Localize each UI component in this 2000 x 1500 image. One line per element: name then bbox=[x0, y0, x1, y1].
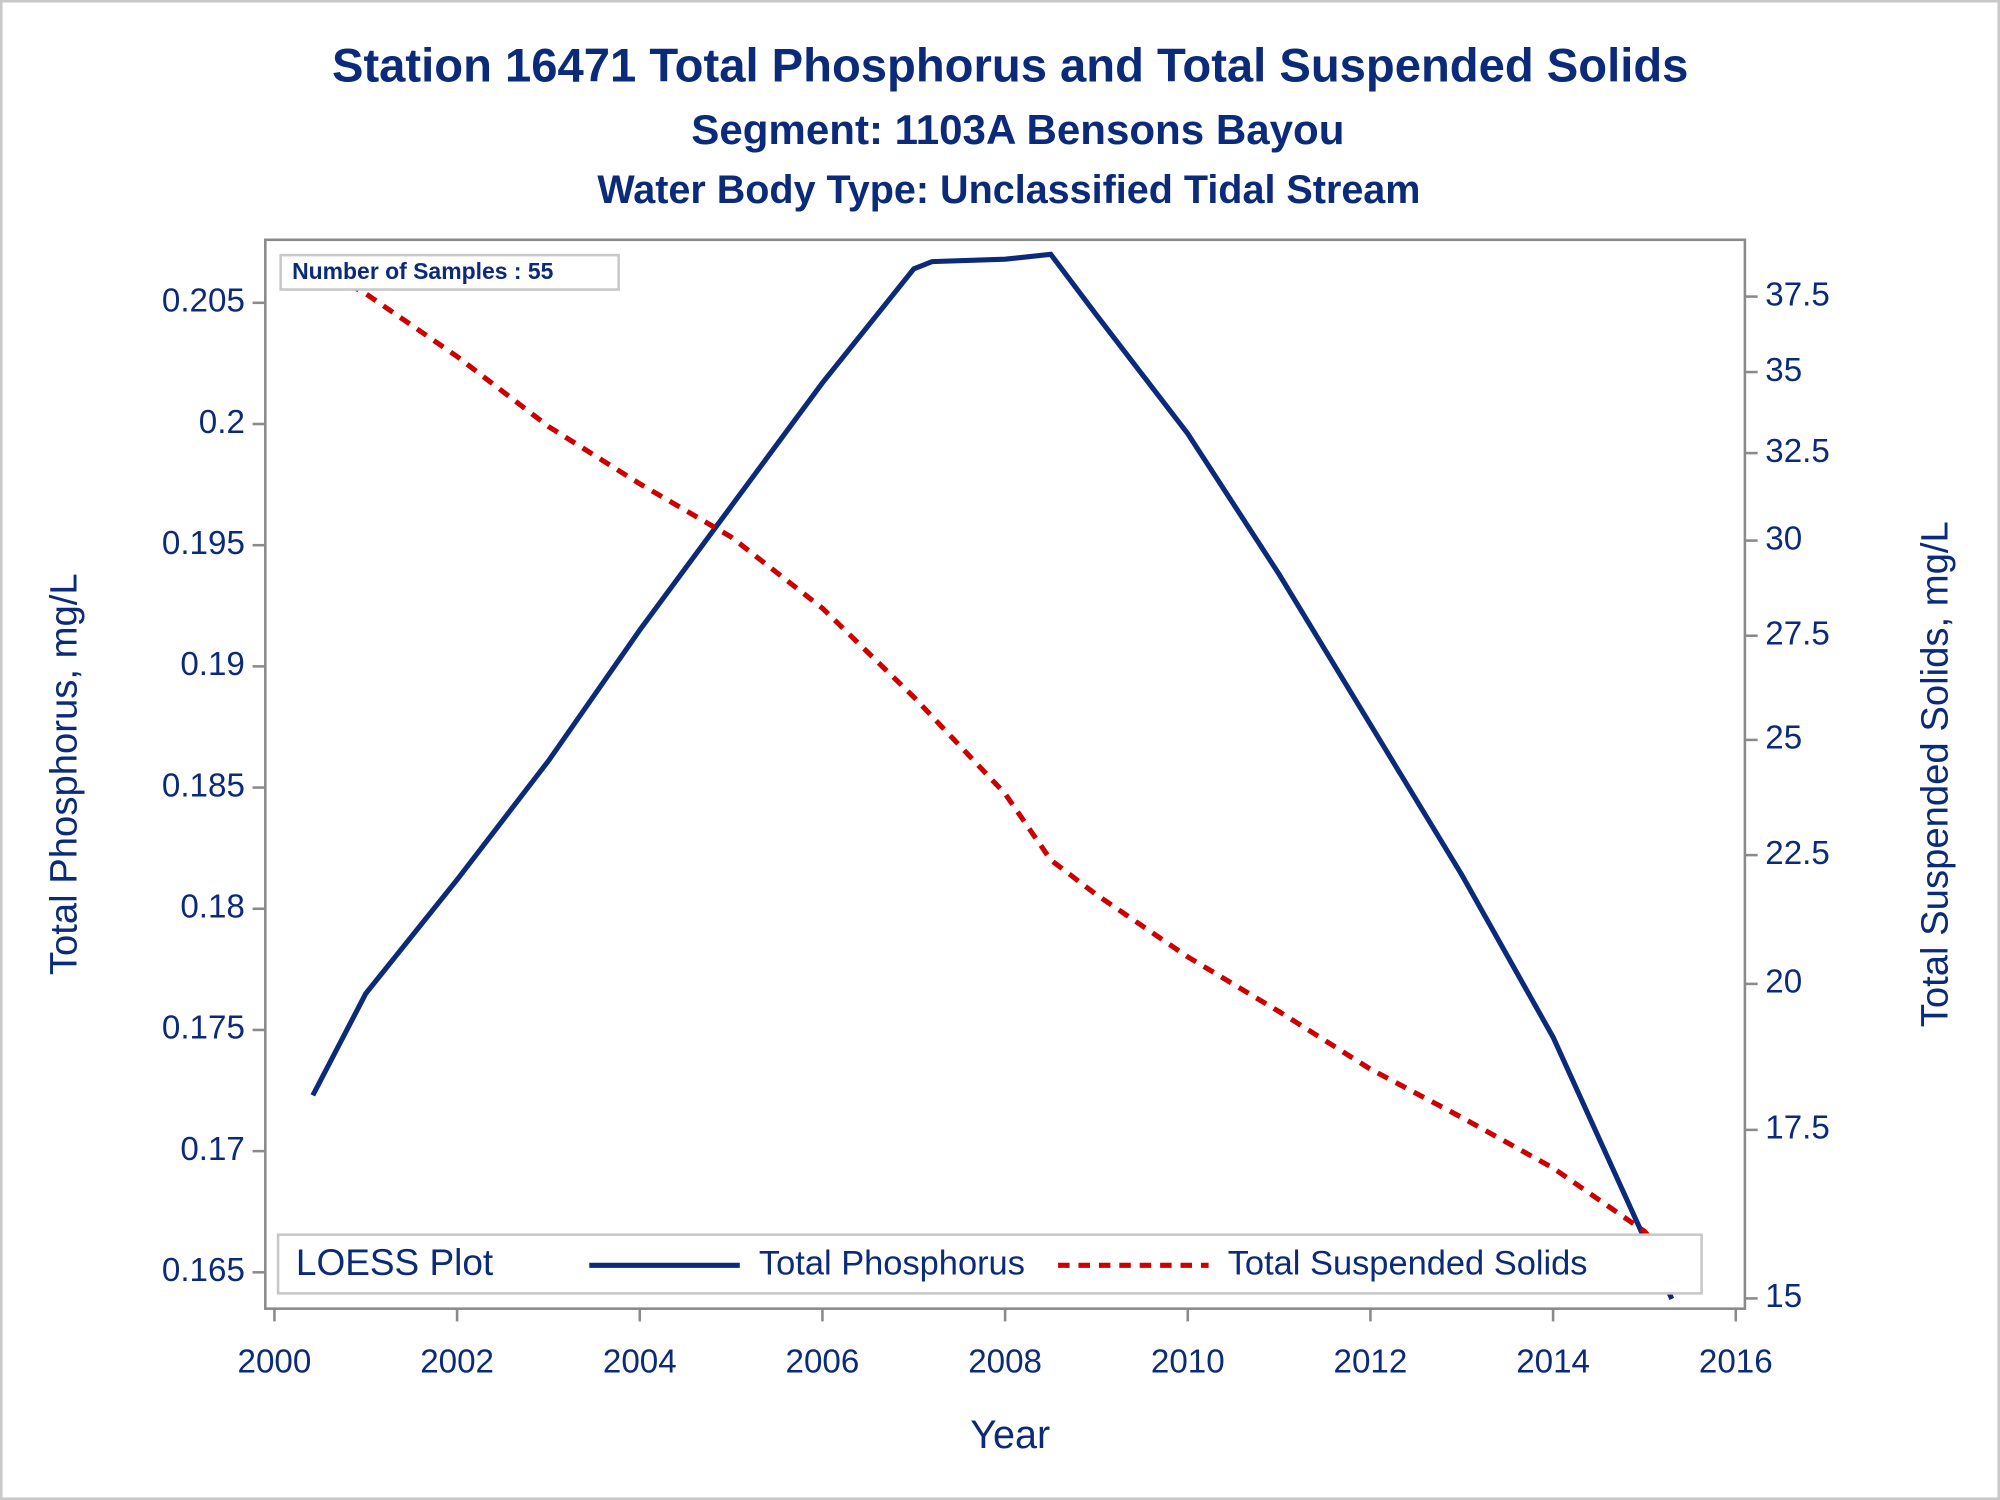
y2-tick-label: 17.5 bbox=[1765, 1110, 1830, 1147]
x-tick-label: 2012 bbox=[1334, 1343, 1408, 1380]
y-axis-label: Total Phosphorus, mg/L bbox=[42, 573, 85, 975]
x-tick-label: 2000 bbox=[238, 1343, 312, 1380]
legend-label: Total Phosphorus bbox=[759, 1244, 1025, 1282]
x-tick-label: 2008 bbox=[968, 1343, 1042, 1380]
chart-subtitle: Water Body Type: Unclassified Tidal Stre… bbox=[597, 168, 1420, 212]
legend-title: LOESS Plot bbox=[296, 1242, 493, 1283]
x-tick-label: 2004 bbox=[603, 1343, 677, 1380]
y-tick-label: 0.205 bbox=[162, 283, 245, 320]
x-tick-label: 2006 bbox=[786, 1343, 860, 1380]
y2-tick-label: 20 bbox=[1765, 964, 1802, 1001]
y-tick-label: 0.18 bbox=[180, 889, 245, 926]
y2-tick-label: 15 bbox=[1765, 1278, 1802, 1315]
annotation: Number of Samples : 55 bbox=[292, 258, 554, 284]
y2-tick-label: 22.5 bbox=[1765, 835, 1830, 872]
y-tick-label: 0.17 bbox=[180, 1131, 245, 1168]
y-tick-label: 0.2 bbox=[199, 404, 245, 441]
y2-axis-label: Total Suspended Solids, mg/L bbox=[1914, 521, 1957, 1027]
annotation-box bbox=[279, 253, 620, 291]
y2-tick-label: 37.5 bbox=[1765, 276, 1830, 313]
x-tick-label: 2010 bbox=[1151, 1343, 1225, 1380]
x-tick-label: 2014 bbox=[1516, 1343, 1590, 1380]
x-tick-label: 2002 bbox=[420, 1343, 494, 1380]
y-tick-label: 0.185 bbox=[162, 767, 245, 804]
legend-label: Total Suspended Solids bbox=[1228, 1244, 1588, 1282]
chart-title: Station 16471 Total Phosphorus and Total… bbox=[332, 39, 1688, 92]
y2-tick-label: 35 bbox=[1765, 352, 1802, 389]
y2-tick-label: 27.5 bbox=[1765, 615, 1830, 652]
data-line bbox=[311, 262, 1674, 1265]
y-tick-label: 0.165 bbox=[162, 1252, 245, 1289]
y-tick-label: 0.175 bbox=[162, 1010, 245, 1047]
y-tick-label: 0.195 bbox=[162, 525, 245, 562]
x-axis-label: Year bbox=[970, 1413, 1050, 1457]
data-line bbox=[310, 251, 1675, 1301]
y-tick-label: 0.19 bbox=[180, 646, 245, 683]
chart-subtitle: Segment: 1103A Bensons Bayou bbox=[691, 106, 1344, 153]
legend-box bbox=[276, 1233, 1703, 1295]
y2-tick-label: 25 bbox=[1765, 720, 1802, 757]
y2-tick-label: 32.5 bbox=[1765, 433, 1830, 470]
x-tick-label: 2016 bbox=[1699, 1343, 1773, 1380]
y2-tick-label: 30 bbox=[1765, 520, 1802, 557]
